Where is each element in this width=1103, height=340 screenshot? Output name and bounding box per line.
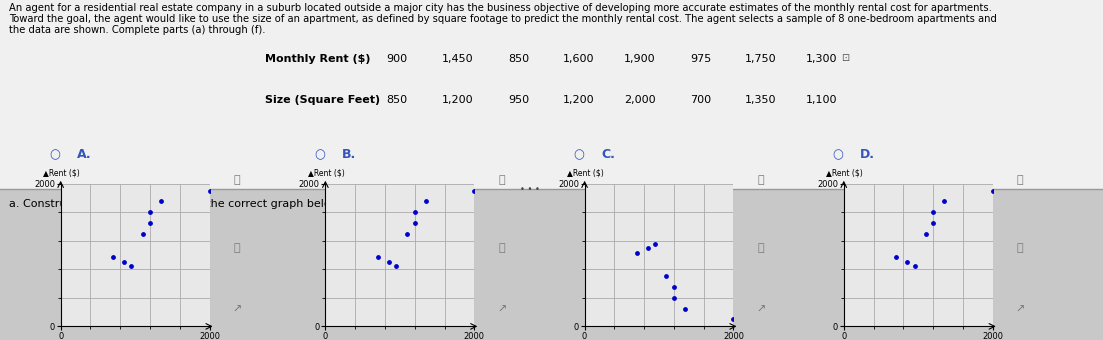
Point — [906, 263, 923, 269]
Text: ▲Rent ($): ▲Rent ($) — [308, 169, 344, 178]
Text: ↗: ↗ — [497, 304, 506, 314]
Text: 🔍: 🔍 — [499, 243, 505, 253]
Point — [924, 209, 942, 215]
Point — [725, 317, 742, 322]
Point — [935, 199, 953, 204]
Text: Monthly Rent ($): Monthly Rent ($) — [265, 54, 371, 64]
Point — [417, 199, 435, 204]
Point — [141, 209, 159, 215]
Text: • • •: • • • — [520, 185, 539, 193]
Point — [406, 220, 424, 226]
Text: 950: 950 — [507, 95, 529, 105]
Point — [141, 220, 159, 226]
Text: B.: B. — [342, 148, 356, 161]
Text: 2,000: 2,000 — [624, 95, 655, 105]
Text: Toward the goal, the agent would like to use the size of an apartment, as define: Toward the goal, the agent would like to… — [9, 14, 997, 24]
Point — [201, 188, 218, 193]
Text: ↗: ↗ — [233, 304, 242, 314]
FancyBboxPatch shape — [0, 0, 1103, 189]
Point — [657, 274, 675, 279]
Text: ○: ○ — [574, 148, 585, 161]
Point — [639, 245, 656, 251]
Point — [152, 199, 170, 204]
Text: A.: A. — [77, 148, 92, 161]
Text: 🔍: 🔍 — [234, 243, 240, 253]
Text: 1,200: 1,200 — [564, 95, 595, 105]
Point — [646, 242, 664, 247]
Text: 1,750: 1,750 — [746, 54, 777, 64]
Text: An agent for a residential real estate company in a suburb located outside a maj: An agent for a residential real estate c… — [9, 3, 992, 13]
Text: ○: ○ — [50, 148, 61, 161]
Text: 🔍: 🔍 — [758, 175, 764, 185]
Point — [628, 251, 645, 256]
Point — [387, 263, 405, 269]
Text: ▲Rent ($): ▲Rent ($) — [567, 169, 603, 178]
Point — [665, 284, 683, 290]
Point — [984, 188, 1002, 193]
Point — [406, 209, 424, 215]
Point — [887, 254, 904, 259]
Text: 🔍: 🔍 — [234, 175, 240, 185]
Text: 1,200: 1,200 — [442, 95, 473, 105]
Point — [122, 263, 140, 269]
Text: Size (Square Feet): Size (Square Feet) — [265, 95, 379, 105]
Text: 975: 975 — [689, 54, 711, 64]
Text: a. Construct a scatter plot. Choose the correct graph below.: a. Construct a scatter plot. Choose the … — [9, 199, 342, 209]
Text: ▲Rent ($): ▲Rent ($) — [826, 169, 863, 178]
Text: 1,100: 1,100 — [806, 95, 837, 105]
Text: ↗: ↗ — [1016, 304, 1025, 314]
Text: 🔍: 🔍 — [1017, 243, 1024, 253]
Text: 900: 900 — [386, 54, 408, 64]
Point — [398, 231, 416, 236]
Text: ⊡: ⊡ — [842, 53, 849, 63]
Point — [917, 231, 934, 236]
Text: 🔍: 🔍 — [499, 175, 505, 185]
Text: the data are shown. Complete parts (a) through (f).: the data are shown. Complete parts (a) t… — [9, 25, 266, 35]
Text: ▲Rent ($): ▲Rent ($) — [43, 169, 79, 178]
Point — [115, 259, 132, 265]
Text: 1,450: 1,450 — [442, 54, 473, 64]
Text: ↗: ↗ — [757, 304, 765, 314]
Text: 850: 850 — [386, 95, 408, 105]
Text: C.: C. — [601, 148, 615, 161]
Text: 1,900: 1,900 — [624, 54, 655, 64]
Point — [665, 295, 683, 301]
Point — [465, 188, 483, 193]
Point — [133, 231, 151, 236]
Point — [898, 259, 915, 265]
Text: 1,300: 1,300 — [806, 54, 837, 64]
Text: 1,350: 1,350 — [746, 95, 777, 105]
Text: 700: 700 — [689, 95, 711, 105]
Text: ○: ○ — [833, 148, 844, 161]
Text: 🔍: 🔍 — [758, 243, 764, 253]
Text: 850: 850 — [507, 54, 529, 64]
Point — [368, 254, 386, 259]
Text: D.: D. — [860, 148, 876, 161]
Text: 🔍: 🔍 — [1017, 175, 1024, 185]
Point — [924, 220, 942, 226]
Point — [379, 259, 397, 265]
Text: ○: ○ — [314, 148, 325, 161]
Text: 1,600: 1,600 — [564, 54, 595, 64]
Point — [104, 254, 121, 259]
Point — [676, 306, 694, 311]
